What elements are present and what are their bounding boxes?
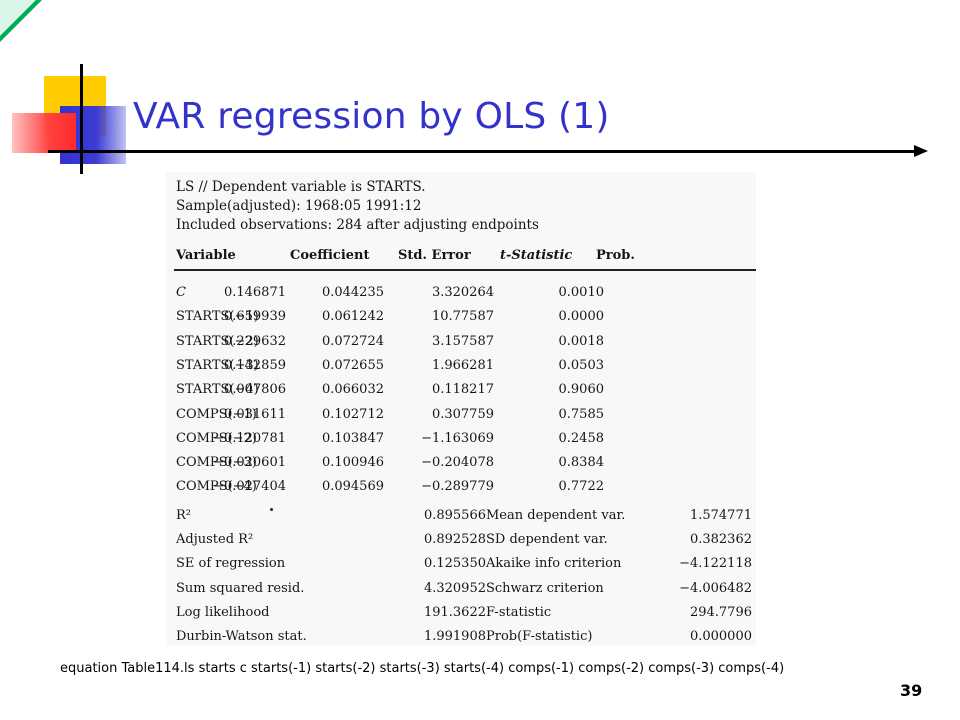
t-statistic-value: 1.966281 <box>431 357 494 373</box>
variable-name: C <box>176 285 186 300</box>
column-header-std-error: Std. Error <box>398 248 471 263</box>
regression-output-table: LS // Dependent variable is STARTS. Samp… <box>166 172 756 646</box>
prob-value: 0.8384 <box>558 455 605 471</box>
t-statistic-value: 10.77587 <box>431 309 494 325</box>
variable-name: STARTS(−1) <box>176 309 259 325</box>
prob-value: 0.7585 <box>558 406 605 422</box>
coefficient-value: −0.120781 <box>213 430 286 446</box>
statistic-value: −4.006482 <box>679 580 752 596</box>
coefficient-value: 0.229632 <box>223 333 286 349</box>
scan-speck <box>270 508 273 511</box>
title-underline-rule <box>48 150 918 153</box>
std-error-value: 0.102712 <box>321 406 384 422</box>
coefficient-value: −0.020601 <box>213 455 286 471</box>
statistic-value: 191.3622 <box>423 604 486 620</box>
statistic-label: Akaike info criterion <box>486 556 622 572</box>
t-statistic-value: 3.320264 <box>431 285 494 300</box>
column-header-variable: Variable <box>176 248 236 263</box>
statistic-label: Mean dependent var. <box>486 508 626 523</box>
title-decoration-vertical-line <box>80 64 83 174</box>
variable-name: STARTS(−2) <box>176 333 259 349</box>
column-header-coefficient: Coefficient <box>290 248 370 263</box>
variable-name: STARTS(−3) <box>176 357 259 373</box>
corner-triangle-decoration <box>0 0 42 42</box>
std-error-value: 0.072655 <box>321 357 384 373</box>
statistic-value: 1.574771 <box>689 508 752 523</box>
t-statistic-value: 0.307759 <box>431 406 494 422</box>
statistic-label: SE of regression <box>176 556 286 572</box>
statistic-value: 294.7796 <box>689 604 752 620</box>
statistic-value: 0.125350 <box>423 556 486 572</box>
variable-name: COMPS(−3) <box>176 455 257 471</box>
statistic-label: Log likelihood <box>176 604 270 620</box>
table-header-line: Sample(adjusted): 1968:05 1991:12 <box>176 198 422 214</box>
prob-value: 0.0018 <box>558 333 605 349</box>
column-header-t-statistic: t-Statistic <box>500 248 573 263</box>
eviews-command-caption: equation Table114.ls starts c starts(-1)… <box>60 661 785 676</box>
statistic-value: 0.895566 <box>423 508 486 523</box>
statistic-label: Schwarz criterion <box>486 580 604 596</box>
std-error-value: 0.072724 <box>321 333 384 349</box>
std-error-value: 0.066032 <box>321 382 384 398</box>
variable-name: STARTS(−4) <box>176 382 259 398</box>
title-decoration-red-square <box>12 113 76 153</box>
prob-value: 0.0010 <box>558 285 605 300</box>
t-statistic-value: −1.163069 <box>421 430 494 446</box>
prob-value: 0.7722 <box>558 479 605 495</box>
statistic-value: −4.122118 <box>679 556 752 572</box>
statistic-label: R² <box>176 508 191 523</box>
statistic-value: 0.000000 <box>689 629 752 644</box>
statistic-value: 0.382362 <box>689 532 752 548</box>
t-statistic-value: 3.157587 <box>431 333 494 349</box>
statistic-value: 1.991908 <box>423 629 486 644</box>
std-error-value: 0.100946 <box>321 455 384 471</box>
prob-value: 0.0000 <box>558 309 605 325</box>
prob-value: 0.9060 <box>558 382 605 398</box>
page-number: 39 <box>900 681 923 700</box>
statistic-label: Prob(F-statistic) <box>486 629 593 644</box>
coefficient-value: 0.146871 <box>223 285 286 300</box>
variable-name: COMPS(−2) <box>176 430 257 446</box>
statistic-label: Sum squared resid. <box>176 580 305 596</box>
coefficient-value: 0.031611 <box>223 406 286 422</box>
slide-title: VAR regression by OLS (1) <box>133 96 610 137</box>
statistic-label: Durbin-Watson stat. <box>176 629 307 644</box>
variable-name: COMPS(−4) <box>176 479 257 495</box>
title-underline-arrowhead <box>914 145 928 157</box>
statistic-label: Adjusted R² <box>176 532 254 548</box>
prob-value: 0.2458 <box>558 430 605 446</box>
coefficient-value: −0.027404 <box>213 479 286 495</box>
coefficient-value: 0.659939 <box>223 309 286 325</box>
std-error-value: 0.094569 <box>321 479 384 495</box>
variable-name: COMPS(−1) <box>176 406 257 422</box>
std-error-value: 0.044235 <box>321 285 384 300</box>
table-header-line: Included observations: 284 after adjusti… <box>176 217 539 233</box>
std-error-value: 0.061242 <box>321 309 384 325</box>
std-error-value: 0.103847 <box>321 430 384 446</box>
table-header-rule <box>174 269 756 271</box>
t-statistic-value: −0.204078 <box>421 455 494 471</box>
t-statistic-value: 0.118217 <box>431 382 494 398</box>
coefficient-value: 0.007806 <box>223 382 286 398</box>
statistic-value: 0.892528 <box>423 532 486 548</box>
statistic-label: F-statistic <box>486 604 552 620</box>
statistic-label: SD dependent var. <box>486 532 608 548</box>
statistic-value: 4.320952 <box>423 580 486 596</box>
table-header-line: LS // Dependent variable is STARTS. <box>176 179 426 195</box>
column-header-prob: Prob. <box>596 248 635 263</box>
prob-value: 0.0503 <box>558 357 605 373</box>
coefficient-value: 0.142859 <box>223 357 286 373</box>
t-statistic-value: −0.289779 <box>421 479 494 495</box>
